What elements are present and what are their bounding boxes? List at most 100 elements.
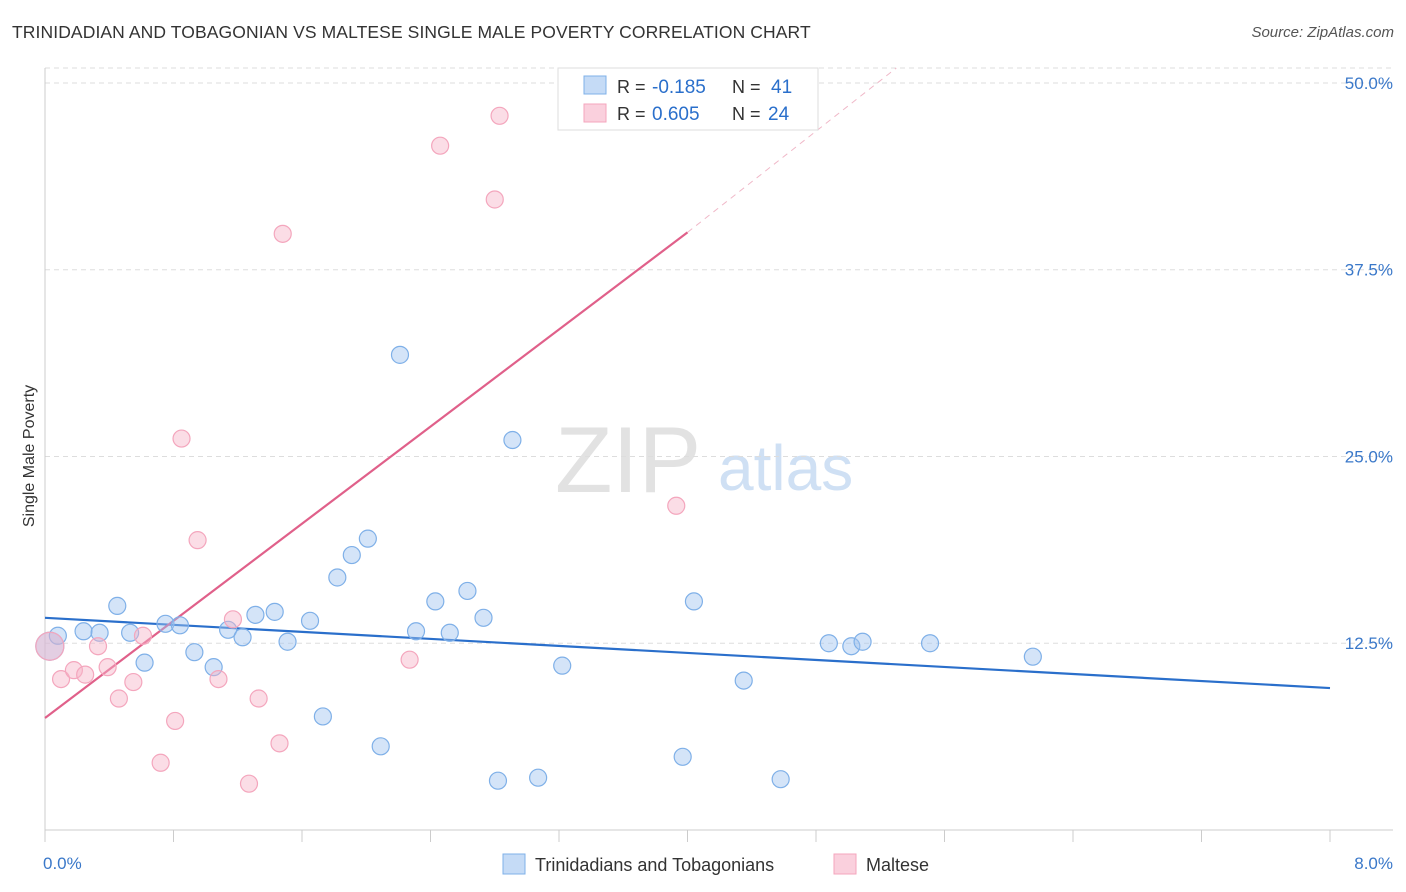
maltese-point xyxy=(64,661,84,680)
maltese-point xyxy=(76,665,95,684)
stats-r-value-pink: 0.605 xyxy=(652,104,700,125)
trinidadian-point xyxy=(440,623,459,642)
maltese-point xyxy=(109,689,128,708)
legend-label-trinidadians: Trinidadians and Tobagonians xyxy=(535,855,774,875)
trinidadian-point xyxy=(342,545,361,565)
trinidadian-point xyxy=(458,581,477,601)
maltese-point xyxy=(188,531,207,550)
series-legend: Trinidadians and Tobagonians Maltese xyxy=(502,853,929,875)
trinidadian-point xyxy=(474,608,493,627)
y-tick-labels: 12.5% 25.0% 37.5% 50.0% xyxy=(1345,74,1393,653)
chart-source: Source: ZipAtlas.com xyxy=(1251,24,1394,41)
stats-swatch-pink xyxy=(583,103,607,123)
x-tick-label-max: 8.0% xyxy=(1354,854,1393,873)
trinidadian-point xyxy=(503,430,522,450)
trinidadian-point xyxy=(246,605,265,624)
trinidadian-point xyxy=(842,637,861,656)
trinidadian-point xyxy=(204,658,223,677)
maltese-point xyxy=(223,610,243,629)
maltese-point xyxy=(431,136,450,155)
x-ticks xyxy=(44,830,1331,842)
trinidadian-point xyxy=(684,592,704,611)
trinidadian-point xyxy=(771,770,790,789)
trinidadian-point xyxy=(529,768,548,787)
stats-legend: R = -0.185 N = 41 R = 0.605 N = 24 xyxy=(557,67,819,131)
trinidadian-point xyxy=(90,623,109,642)
maltese-point xyxy=(490,106,509,125)
y-tick-label: 12.5% xyxy=(1345,634,1393,653)
maltese-point xyxy=(166,711,185,731)
stats-n-label-blue: N = xyxy=(732,77,761,97)
stats-n-value-blue: 41 xyxy=(771,77,792,98)
trinidadian-point xyxy=(135,653,154,672)
maltese-point xyxy=(249,689,268,708)
y-tick-label: 25.0% xyxy=(1345,447,1393,466)
trinidadian-point xyxy=(920,634,940,653)
chart-title: TRINIDADIAN AND TOBAGONIAN VS MALTESE SI… xyxy=(12,22,811,42)
trinidadian-point xyxy=(278,632,297,651)
trinidadian-point xyxy=(233,628,252,647)
trinidadian-point xyxy=(553,656,572,675)
data-points xyxy=(35,106,1042,793)
trinidadian-point xyxy=(406,622,426,641)
stats-r-label-pink: R = xyxy=(617,104,646,124)
watermark-atlas: atlas xyxy=(718,432,853,504)
stats-swatch-blue xyxy=(583,75,607,95)
trinidadian-point xyxy=(313,707,332,726)
legend-swatch-maltese xyxy=(833,853,857,875)
x-tick-label-min: 0.0% xyxy=(43,854,82,873)
trinidadian-point xyxy=(108,596,127,615)
legend-label-maltese: Maltese xyxy=(866,855,929,875)
trinidadian-point xyxy=(265,602,284,621)
maltese-point xyxy=(51,669,71,689)
trinidadian-point xyxy=(328,568,347,587)
trend-lines xyxy=(44,67,1331,719)
trinidadian-point xyxy=(371,737,390,756)
y-axis-title: Single Male Poverty xyxy=(21,385,38,527)
stats-n-label-pink: N = xyxy=(732,104,761,124)
trinidadian-point xyxy=(390,345,410,364)
trinidadian-point xyxy=(819,634,838,653)
stats-n-value-pink: 24 xyxy=(768,104,790,125)
legend-swatch-trinidadians xyxy=(502,853,526,875)
maltese-point xyxy=(35,631,65,661)
trinidadian-point xyxy=(1023,647,1042,666)
maltese-point xyxy=(98,658,117,677)
maltese-point xyxy=(270,734,289,753)
trinidadian-point xyxy=(358,529,377,548)
trinidadian-point xyxy=(185,643,204,662)
trend-line-1 xyxy=(44,231,689,719)
trinidadian-point xyxy=(673,747,692,766)
y-tick-label: 50.0% xyxy=(1345,74,1393,93)
maltese-point xyxy=(273,224,292,243)
maltese-point xyxy=(400,650,419,669)
maltese-point xyxy=(209,669,228,689)
maltese-point xyxy=(133,626,153,645)
maltese-point xyxy=(667,496,686,515)
trinidadian-point xyxy=(488,771,508,790)
y-tick-label: 37.5% xyxy=(1345,261,1393,280)
maltese-point xyxy=(151,753,170,772)
maltese-point xyxy=(124,672,143,692)
trend-extension-1 xyxy=(687,67,897,233)
grid xyxy=(45,67,1393,644)
trinidadian-point xyxy=(853,632,872,651)
maltese-point xyxy=(172,429,191,448)
maltese-point xyxy=(88,637,108,656)
axes xyxy=(44,68,1393,831)
trinidadian-point xyxy=(426,592,445,611)
trinidadian-point xyxy=(74,622,93,641)
trend-line-0 xyxy=(44,616,1331,690)
watermark-zip: ZIP xyxy=(555,407,701,512)
trinidadian-point xyxy=(156,614,175,633)
trinidadian-point xyxy=(219,620,238,639)
trinidadian-point xyxy=(170,616,190,635)
maltese-point xyxy=(239,774,259,793)
maltese-point xyxy=(485,190,504,209)
trinidadian-point xyxy=(300,611,320,630)
trinidadian-point xyxy=(734,671,753,690)
stats-r-label-blue: R = xyxy=(617,77,646,97)
stats-r-value-blue: -0.185 xyxy=(652,77,706,98)
